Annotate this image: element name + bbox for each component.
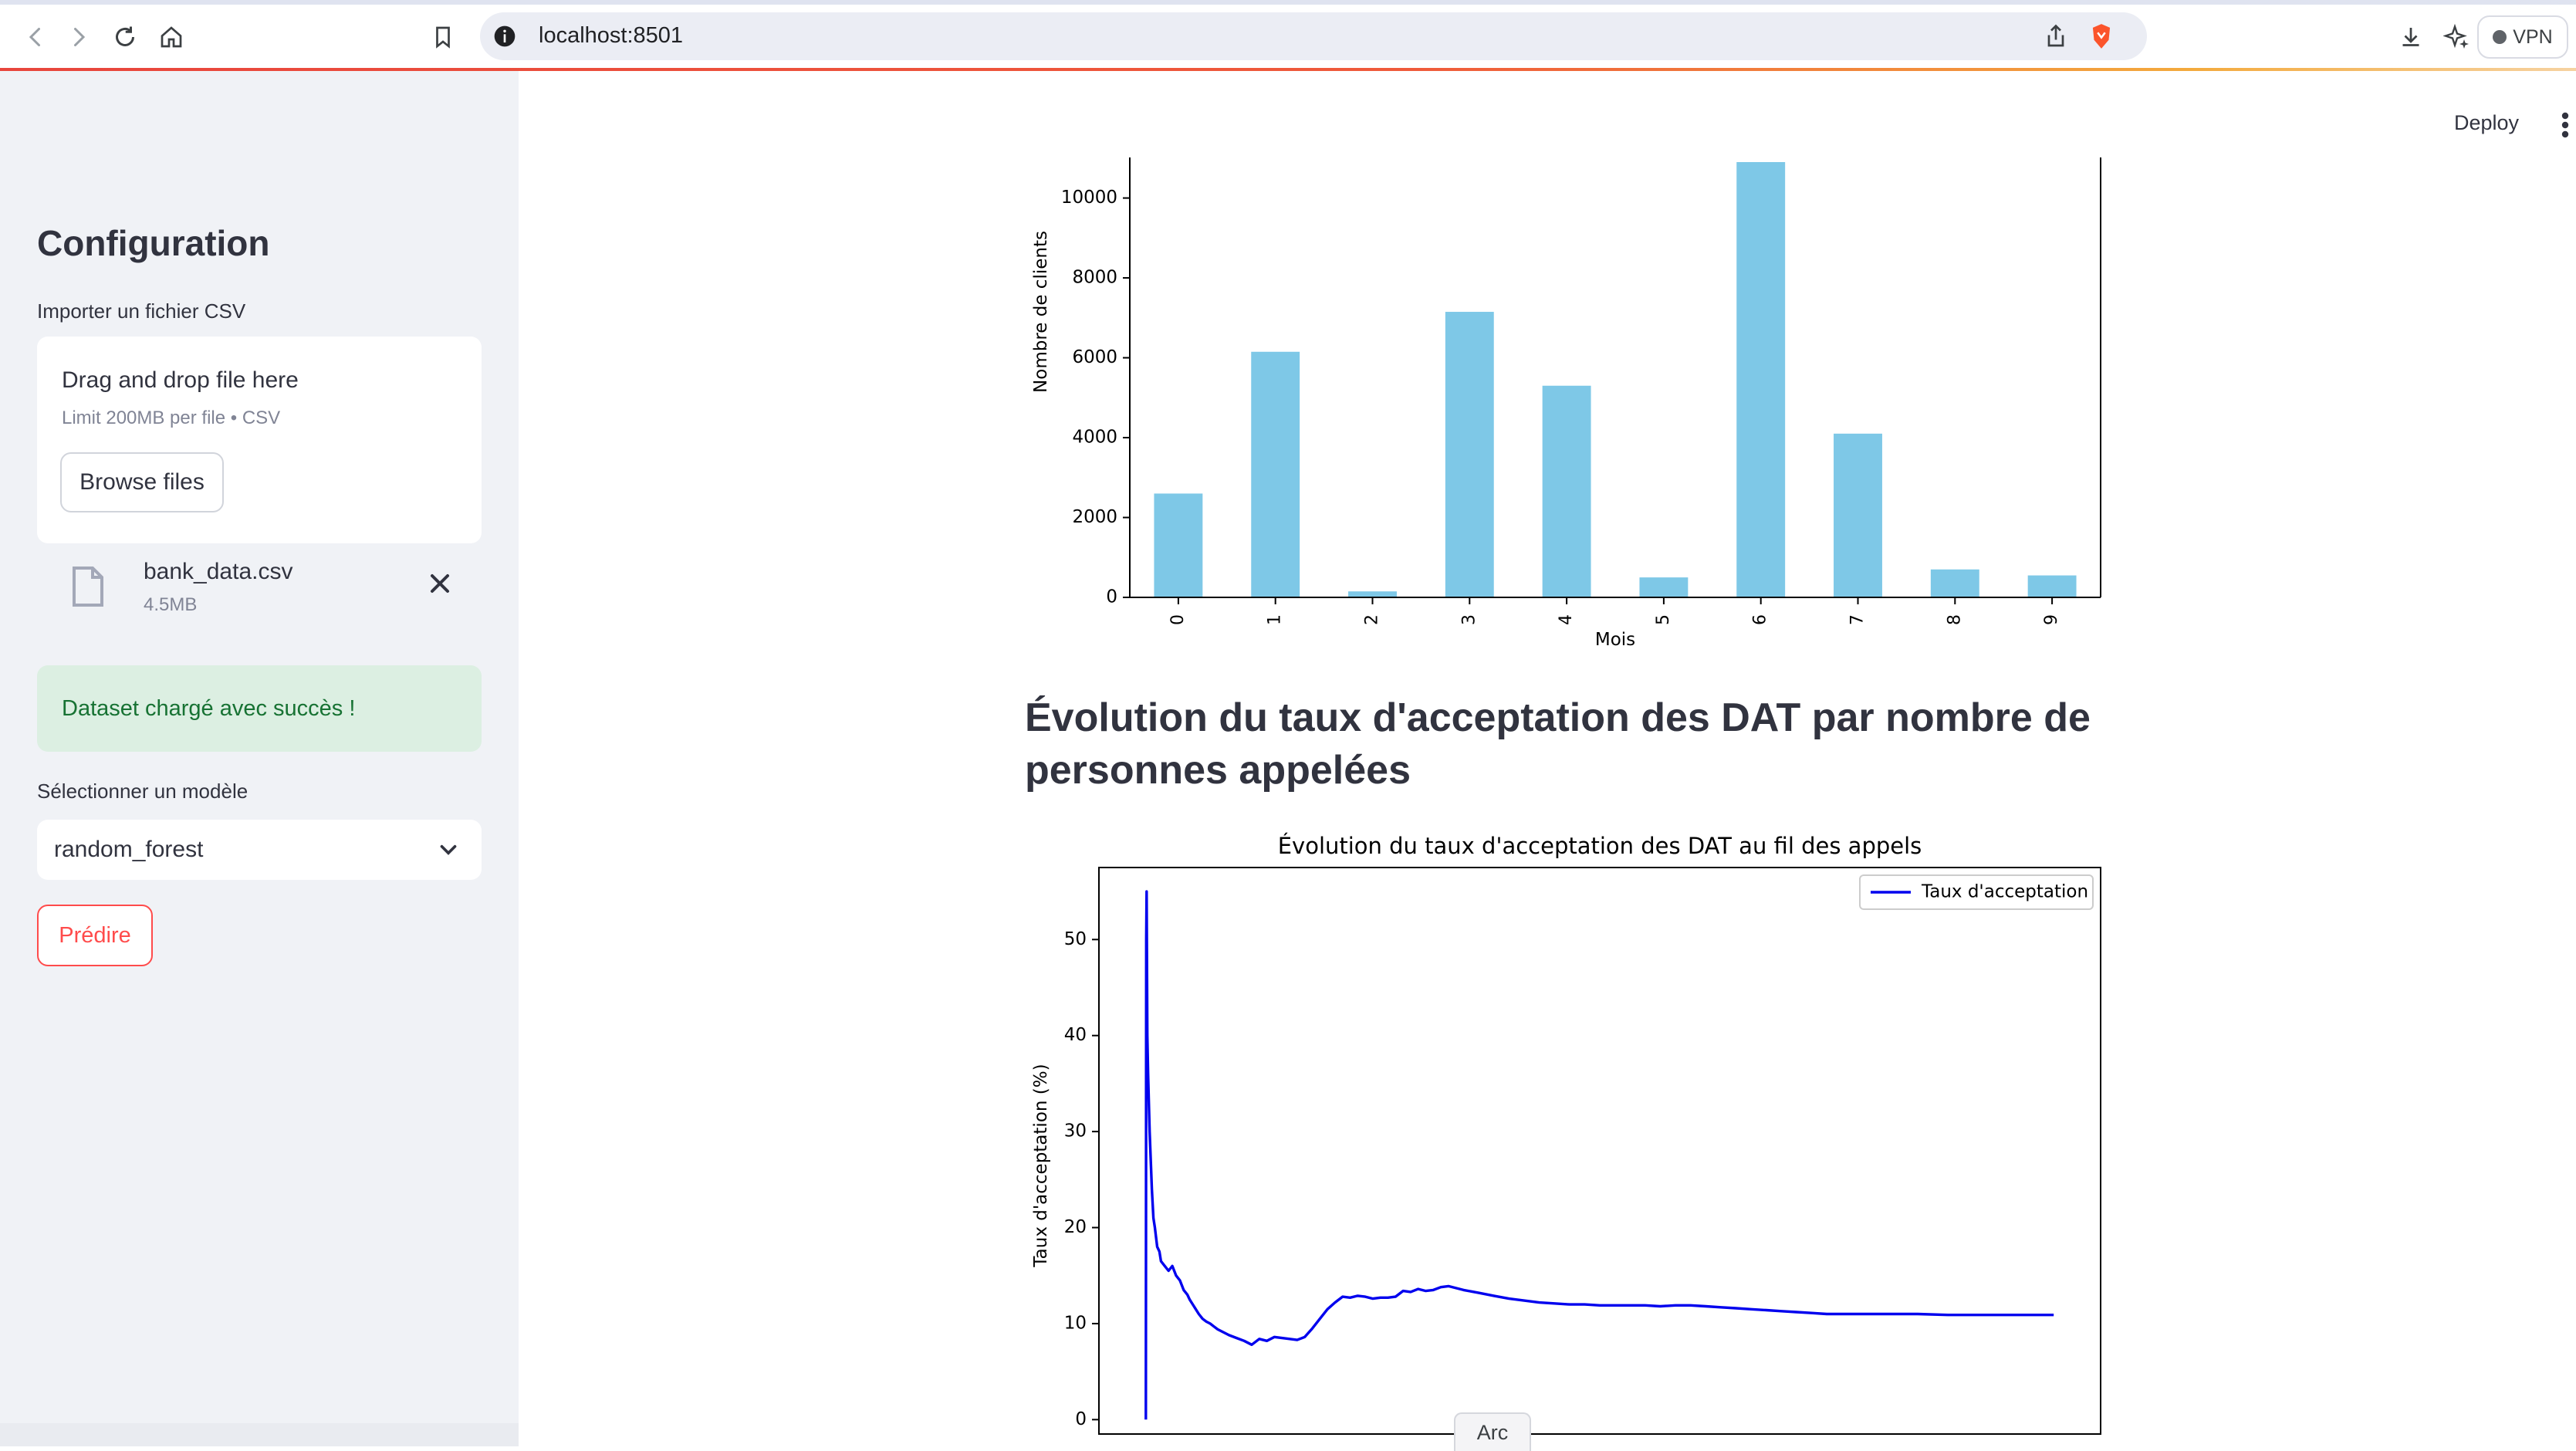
bar — [1834, 433, 1882, 597]
vpn-label: VPN — [2513, 25, 2553, 48]
chevron-down-icon — [440, 844, 457, 855]
x-tick-label: 9 — [2042, 614, 2061, 625]
deploy-button[interactable]: Deploy — [2454, 111, 2520, 134]
y-tick-label: 30 — [1064, 1121, 1087, 1142]
leo-ai-button[interactable] — [2437, 17, 2477, 57]
arrow-right-icon — [74, 28, 86, 46]
browse-files-button[interactable]: Browse files — [60, 452, 224, 512]
file-size: 4.5MB — [144, 594, 198, 615]
file-dropzone[interactable]: Drag and drop file here Limit 200MB per … — [37, 337, 482, 543]
dropzone-title: Drag and drop file here — [62, 367, 299, 393]
toolbar-accent-line — [0, 68, 2576, 71]
x-tick-label: 1 — [1266, 614, 1285, 625]
sparkle-icon — [2443, 23, 2469, 49]
window-top-edge — [0, 0, 2576, 5]
file-name: bank_data.csv — [144, 559, 293, 584]
x-axis-label: Mois — [1595, 630, 1635, 650]
y-tick-label: 20 — [1064, 1217, 1087, 1237]
y-tick-label: 2000 — [1072, 507, 1117, 527]
y-tick-label: 8000 — [1072, 268, 1117, 288]
x-tick-label: 6 — [1751, 614, 1770, 625]
address-bar[interactable]: localhost:8501 — [480, 12, 2147, 60]
bar — [2027, 575, 2077, 597]
sidebar-title: Configuration — [37, 223, 270, 263]
y-tick-label: 10 — [1064, 1313, 1087, 1333]
bar — [1154, 493, 1203, 597]
home-button[interactable] — [151, 17, 191, 57]
y-tick-label: 50 — [1064, 929, 1087, 949]
y-tick-label: 10000 — [1061, 188, 1117, 208]
file-icon — [73, 567, 103, 607]
x-tick-label: 4 — [1557, 614, 1576, 625]
y-axis-label: Nombre de clients — [1031, 231, 1051, 393]
chart-title: Évolution du taux d'acceptation des DAT … — [1278, 833, 1922, 859]
plot-frame — [1098, 867, 2101, 1435]
share-icon[interactable] — [2042, 22, 2070, 50]
download-icon — [2402, 28, 2419, 46]
legend-label: Taux d'acceptation — [1921, 882, 2088, 902]
section-heading: Évolution du taux d'acceptation des DAT … — [1025, 695, 2091, 793]
site-info-icon[interactable] — [492, 24, 517, 49]
vpn-status-icon — [2493, 30, 2507, 44]
browser-toolbar: localhost:8501 VPN — [0, 0, 2576, 71]
model-label: Sélectionner un modèle — [37, 780, 248, 803]
url-text[interactable]: localhost:8501 — [539, 23, 684, 48]
x-tick-label: 0 — [1168, 614, 1188, 625]
legend: Taux d'acceptation — [1859, 874, 2094, 910]
uploaded-file: bank_data.csv 4.5MB — [37, 559, 482, 644]
y-tick-label: 0 — [1075, 1409, 1087, 1429]
reload-icon — [116, 26, 134, 46]
dropzone-limit: Limit 200MB per file • CSV — [62, 408, 281, 428]
line-chart-acceptance-rate: Évolution du taux d'acceptation des DAT … — [1031, 833, 2101, 1435]
model-select-value: random_forest — [54, 837, 204, 862]
bar — [1930, 569, 1979, 597]
model-select[interactable]: random_forest — [37, 820, 482, 880]
bar — [1639, 577, 1689, 597]
bar — [1445, 312, 1494, 597]
upload-label: Importer un fichier CSV — [37, 299, 246, 323]
arrow-left-icon — [29, 28, 40, 46]
success-alert: Dataset chargé avec succès ! — [37, 665, 482, 752]
bar-chart-monthly-clients: 0 1 2 3 4 5 6 7 8 9 0 2000 4000 6000 8000 10000 Mois Nomb… — [1031, 157, 2101, 650]
series-line — [1144, 890, 2054, 1420]
downloads-button[interactable] — [2391, 17, 2431, 57]
x-tick-label: 5 — [1654, 614, 1673, 625]
x-tick-label: 8 — [1945, 614, 1964, 625]
bookmark-icon — [436, 26, 450, 49]
legend-box — [1859, 874, 2094, 910]
predict-button[interactable]: Prédire — [37, 905, 153, 966]
x-tick-label: 7 — [1848, 614, 1868, 625]
forward-button[interactable] — [59, 17, 99, 57]
bookmark-button[interactable] — [423, 17, 463, 57]
y-tick-label: 4000 — [1072, 428, 1117, 448]
vpn-button[interactable]: VPN — [2477, 15, 2568, 59]
y-tick-label: 6000 — [1072, 347, 1117, 367]
arc-tab[interactable]: Arc — [1454, 1412, 1531, 1451]
y-tick-label: 0 — [1106, 587, 1117, 607]
bar — [1348, 591, 1397, 597]
x-tick-label: 2 — [1363, 614, 1382, 625]
y-axis-label: Taux d'acceptation (%) — [1031, 1064, 1051, 1267]
bar — [1542, 385, 1591, 597]
back-button[interactable] — [15, 17, 56, 57]
more-menu-icon[interactable] — [2561, 111, 2570, 139]
y-tick-label: 40 — [1064, 1025, 1087, 1045]
close-icon[interactable] — [424, 568, 455, 599]
brave-shield-icon[interactable] — [2087, 22, 2116, 51]
home-icon — [161, 26, 182, 48]
bar — [1736, 162, 1786, 597]
sidebar: Configuration Importer un fichier CSV Dr… — [0, 71, 519, 1446]
reload-button[interactable] — [105, 17, 145, 57]
bar — [1251, 351, 1300, 597]
x-tick-label: 3 — [1459, 614, 1479, 625]
sidebar-bottom-shade — [0, 1423, 519, 1446]
